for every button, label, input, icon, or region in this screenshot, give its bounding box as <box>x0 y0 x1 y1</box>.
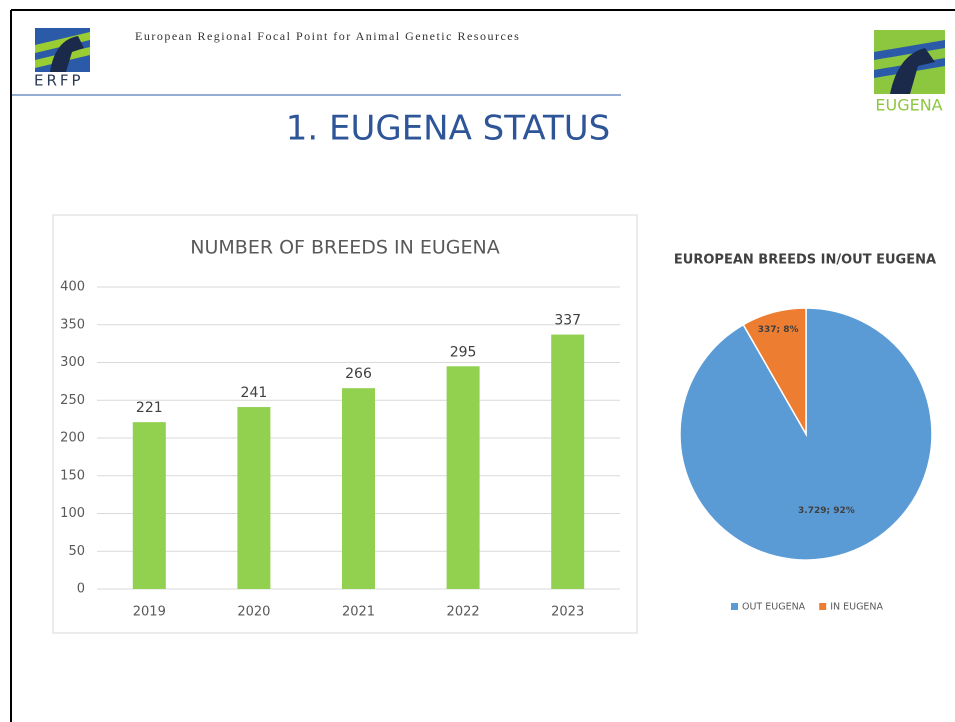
y-tick-label: 100 <box>60 506 85 521</box>
logo-horse <box>890 48 935 94</box>
bar <box>342 388 375 589</box>
erfp-logo: ERFP <box>34 28 90 90</box>
x-tick-label: 2022 <box>447 605 480 620</box>
x-tick-label: 2020 <box>237 605 270 620</box>
y-tick-label: 50 <box>68 544 85 559</box>
x-tick-label: 2023 <box>551 605 584 620</box>
logo-stripes <box>874 40 945 78</box>
legend-swatch <box>819 603 827 610</box>
bar <box>132 422 166 589</box>
data-label: 241 <box>241 385 268 401</box>
header-subtitle: European Regional Focal Point for Animal… <box>135 29 520 43</box>
logo-text: EUGENA <box>875 96 942 115</box>
legend-label: OUT EUGENA <box>742 602 806 613</box>
y-tick-label: 0 <box>77 582 85 597</box>
bar <box>551 334 585 589</box>
chart-title: EUROPEAN BREEDS IN/OUT EUGENA <box>674 253 936 268</box>
bar <box>446 366 480 589</box>
data-label: 3.729; 92% <box>798 506 855 516</box>
x-tick-label: 2021 <box>342 605 375 620</box>
pie-slice <box>742 307 807 437</box>
logo-horse <box>50 36 84 72</box>
y-tick-label: 200 <box>60 431 85 446</box>
y-tick-label: 400 <box>60 280 85 295</box>
data-label: 337 <box>554 313 581 329</box>
y-tick-label: 300 <box>60 355 85 370</box>
legend-label: IN EUGENA <box>830 602 883 613</box>
pie-slice <box>679 307 933 561</box>
y-tick-label: 350 <box>60 317 85 332</box>
slide-title: 1. EUGENA STATUS <box>286 109 611 149</box>
chart-title: NUMBER OF BREEDS IN EUGENA <box>190 237 499 259</box>
x-tick-label: 2019 <box>133 605 166 620</box>
data-label: 337; 8% <box>758 325 799 335</box>
data-label: 266 <box>345 366 372 382</box>
legend-swatch <box>731 603 738 610</box>
y-tick-label: 150 <box>60 468 85 483</box>
data-label: 295 <box>450 344 477 360</box>
y-tick-label: 250 <box>60 393 85 408</box>
eugena-logo: EUGENA <box>874 30 945 115</box>
bar <box>237 407 271 589</box>
data-label: 221 <box>136 400 163 416</box>
logo-text: ERFP <box>34 72 84 90</box>
